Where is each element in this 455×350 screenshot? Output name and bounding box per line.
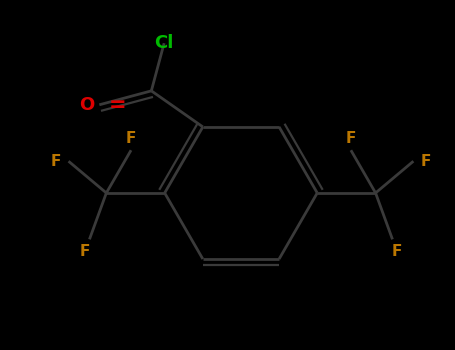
Text: Cl: Cl: [154, 34, 174, 52]
Text: O: O: [80, 96, 95, 114]
Text: F: F: [346, 131, 356, 146]
Text: F: F: [420, 154, 431, 169]
Text: F: F: [80, 244, 90, 259]
Text: =: =: [108, 95, 126, 115]
Text: F: F: [126, 131, 136, 146]
Text: F: F: [392, 244, 402, 259]
Text: F: F: [51, 154, 61, 169]
